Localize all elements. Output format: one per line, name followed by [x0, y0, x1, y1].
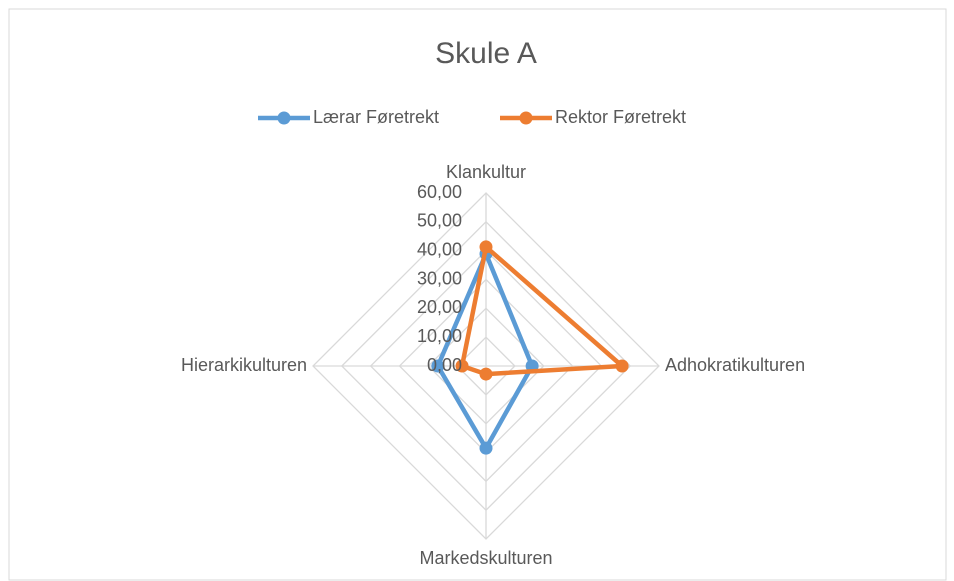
category-label: Klankultur — [446, 162, 526, 182]
y-tick-label: 60,00 — [417, 182, 462, 202]
legend-label: Rektor Føretrekt — [555, 107, 686, 127]
legend-marker — [519, 111, 533, 125]
category-label: Adhokratikulturen — [665, 355, 805, 375]
y-tick-label: 40,00 — [417, 239, 462, 259]
data-point — [431, 359, 445, 373]
legend-label: Lærar Føretrekt — [313, 107, 439, 127]
y-tick-label: 10,00 — [417, 326, 462, 346]
category-label: Markedskulturen — [419, 548, 552, 568]
chart-title: Skule A — [435, 37, 537, 70]
y-tick-label: 50,00 — [417, 211, 462, 231]
category-label: Hierarkikulturen — [181, 355, 307, 375]
y-tick-label: 0,00 — [427, 355, 462, 375]
data-point — [455, 359, 469, 373]
legend-marker — [277, 111, 291, 125]
data-point — [479, 441, 493, 455]
y-tick-label: 30,00 — [417, 268, 462, 288]
data-point — [615, 359, 629, 373]
y-tick-label: 20,00 — [417, 297, 462, 317]
data-point — [479, 367, 493, 381]
data-point — [479, 240, 493, 254]
